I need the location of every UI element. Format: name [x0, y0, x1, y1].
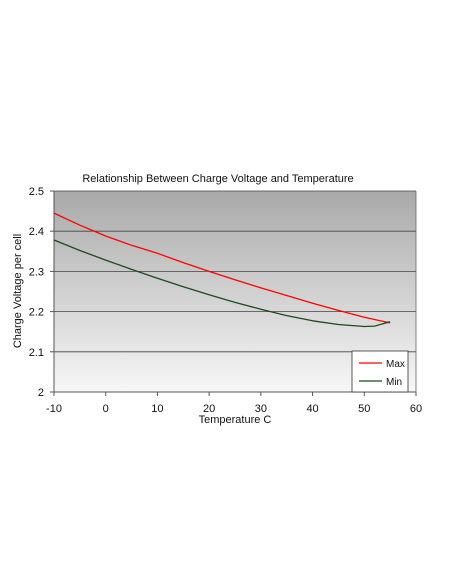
y-axis: 2 2.1 2.2 2.3 2.4 2.5: [29, 186, 54, 399]
x-tick-label: 0: [103, 403, 109, 415]
x-tick-label: 60: [410, 403, 422, 415]
legend-label-max: Max: [386, 359, 405, 370]
x-axis: -10 0 10 20 30 40 50 60: [46, 392, 422, 415]
legend: Max Min: [351, 350, 409, 393]
x-tick-label: 40: [306, 403, 318, 415]
x-axis-title: Temperature C: [199, 414, 272, 426]
legend-box: [351, 350, 409, 393]
y-tick-label: 2.1: [29, 347, 44, 359]
chart-title: Relationship Between Charge Voltage and …: [82, 173, 353, 185]
x-tick-label: 30: [255, 403, 267, 415]
y-axis-title: Charge Voltage per cell: [12, 234, 24, 348]
y-tick-label: 2.2: [29, 307, 44, 319]
legend-label-min: Min: [386, 377, 402, 388]
x-tick-label: 50: [358, 403, 370, 415]
y-tick-label: 2: [38, 387, 44, 399]
y-tick-label: 2.5: [29, 186, 44, 198]
y-tick-label: 2.3: [29, 266, 44, 278]
y-tick-label: 2.4: [29, 226, 44, 238]
x-tick-label: 20: [203, 403, 215, 415]
x-tick-label: -10: [46, 403, 62, 415]
x-tick-label: 10: [151, 403, 163, 415]
series-line-min: [53, 239, 391, 328]
series-lines: [53, 212, 391, 328]
series-line-max: [53, 212, 391, 324]
